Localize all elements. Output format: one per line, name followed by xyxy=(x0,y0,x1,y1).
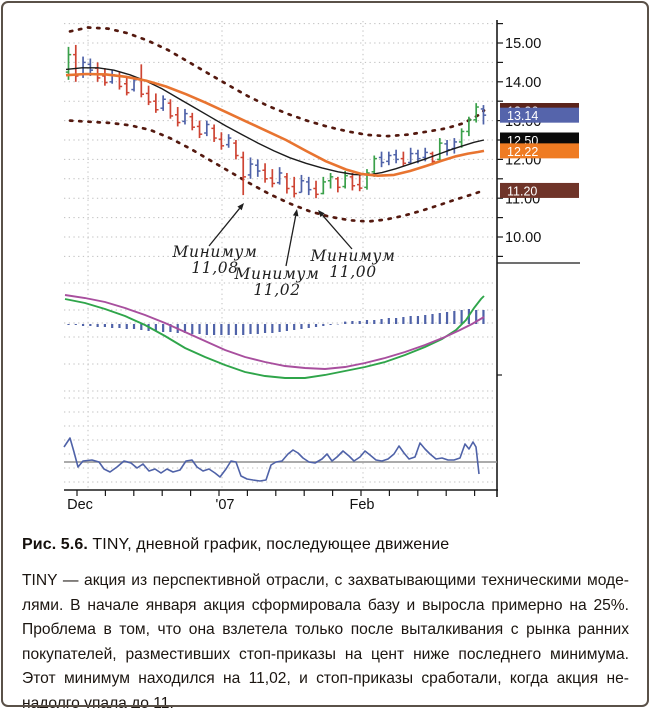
annotation-arrowhead xyxy=(292,209,299,217)
figure-caption: Рис. 5.6. TINY, дневной график, последую… xyxy=(22,536,628,554)
figure-body-text: TINY — акция из перспективной отрасли, с… xyxy=(22,569,629,708)
x-axis-label: Dec xyxy=(67,497,93,513)
ma-fast-line xyxy=(65,67,485,176)
x-axis-label: Feb xyxy=(350,497,375,513)
price-axis-label: 10.00 xyxy=(505,230,541,246)
price-axis-label: 14.00 xyxy=(505,75,541,91)
body-line: Этот минимум находился на 11,02, и стоп-… xyxy=(22,670,629,688)
body-line: Проблема в том, что она взлетела только … xyxy=(22,621,629,639)
annotation-arrow xyxy=(285,215,297,267)
minimum-annotation: Минимум xyxy=(310,247,396,265)
body-line: лями. В начале января акция сформировала… xyxy=(22,596,629,614)
last-price-flag-label: 13.14 xyxy=(507,109,538,123)
annotation-arrow xyxy=(322,214,353,250)
body-line: TINY — акция из перспективной отрасли, с… xyxy=(22,572,629,589)
macd-histogram xyxy=(67,309,485,335)
figure-caption-label: Рис. 5.6. xyxy=(22,536,88,553)
bollinger-upper-band xyxy=(68,26,486,138)
annotation-arrowhead xyxy=(318,210,325,218)
minimum-annotation: Минимум xyxy=(172,243,258,261)
minimum-annotation: 11,08 xyxy=(191,259,238,277)
macd-signal-line xyxy=(64,294,485,370)
ma-slow-flag xyxy=(500,143,579,159)
price-axis-label: 15.00 xyxy=(505,36,541,52)
bollinger-lower-band xyxy=(68,119,486,223)
annotation-arrowhead xyxy=(237,203,244,211)
minimum-annotation: 11,02 xyxy=(253,281,300,299)
figure-caption-text: TINY, дневной график, последующее движен… xyxy=(87,536,450,553)
macd-green-line xyxy=(64,295,485,379)
x-axis-label: '07 xyxy=(216,497,235,513)
momentum-line xyxy=(63,437,480,482)
x-axis: Dec '07 Feb xyxy=(64,489,498,513)
ma-slow-flag-label: 12.22 xyxy=(507,145,538,159)
ma-slow-line xyxy=(65,72,485,177)
annotation-arrow xyxy=(208,208,241,247)
lower-band-flag xyxy=(500,182,579,198)
lower-band-flag-label: 11.20 xyxy=(507,184,537,198)
body-line: покупателей, разместивших стоп-приказы н… xyxy=(22,645,629,663)
stock-chart: 15.0014.0013.0012.0011.0010.0013.2613.14… xyxy=(63,20,580,513)
price-bars xyxy=(65,44,487,199)
last-price-flag xyxy=(500,107,579,123)
minimum-annotation: 11,00 xyxy=(329,263,376,281)
body-line: надолго упала до 11. xyxy=(22,694,174,708)
minimum-annotation: Минимум xyxy=(234,265,320,283)
grid-lines xyxy=(64,21,496,488)
